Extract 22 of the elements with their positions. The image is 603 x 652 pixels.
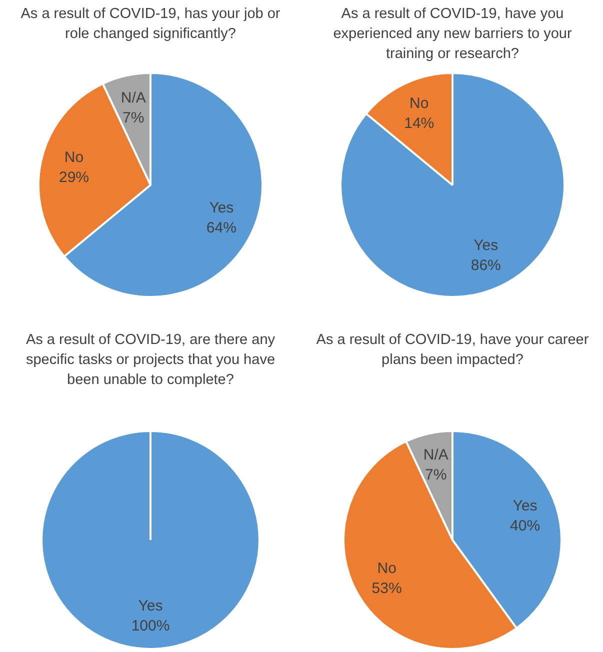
data-label: 14% [404,115,434,132]
slice-label: N/A [423,446,448,464]
slice-label: Yes [512,498,538,515]
chart-title: As a result of COVID-19, have you experienced any new barriers to your training or research? [332,5,573,64]
data-label: 40% [510,518,540,535]
chart-title: As a result of COVID-19, have your career plans been impacted? [315,331,590,370]
slice-label: Yes [474,237,498,254]
chart-title: As a result of COVID-19, has your job or role changed significantly? [20,5,282,44]
slice-label: No [410,95,429,112]
data-label: 7% [122,110,144,127]
slice-label: No [64,149,84,166]
slice-label: Yes [138,597,163,614]
slice-label: No [377,560,396,577]
data-label: 86% [470,257,501,274]
data-label: 53% [372,580,402,597]
chart-title: As a result of COVID-19, are there any specific tasks or projects that you have been unable to complete? [24,331,276,390]
data-label: 29% [58,169,90,186]
slice-label: N/A [120,90,146,107]
data-label: 100% [131,617,170,634]
slice-label: Yes [209,200,234,217]
data-label: 7% [425,466,447,484]
data-label: 64% [206,220,236,237]
